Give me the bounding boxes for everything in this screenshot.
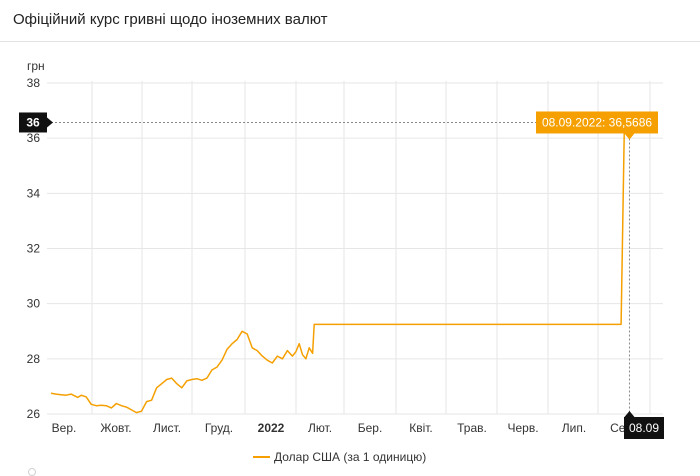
crosshair-y-badge — [19, 112, 47, 133]
y-axis-label: грн — [27, 59, 45, 73]
y-tick-label: 32 — [27, 242, 41, 256]
y-tick-label: 38 — [27, 76, 41, 90]
footer-marker — [28, 468, 36, 476]
y-tick-label: 36 — [27, 131, 41, 145]
x-tick-label: 2022 — [258, 421, 285, 435]
page-title: Офіційний курс гривні щодо іноземних вал… — [13, 11, 328, 28]
x-tick-label: Жовт. — [100, 421, 131, 435]
y-tick-label: 34 — [27, 186, 41, 200]
crosshair-x-label: 08.09 — [629, 421, 659, 435]
chart-crosshair: 36 08.09 08.09.2022: 36,5686 — [19, 111, 664, 439]
crosshair-y-badge-arrow — [47, 117, 53, 128]
x-tick-label: Груд. — [205, 421, 233, 435]
exchange-rate-chart[interactable]: 26 28 30 32 34 36 38 Вер. Жовт. Лист. Груд. 2022 Лют… — [0, 43, 700, 476]
y-tick-label: 26 — [27, 407, 41, 421]
x-tick-label: Трав. — [457, 421, 487, 435]
y-tick-label: 28 — [27, 352, 41, 366]
chart-legend[interactable]: Долар США (за 1 одиницю) — [253, 450, 426, 464]
chart-grid — [47, 81, 663, 415]
y-tick-label: 30 — [27, 297, 41, 311]
x-tick-label: Вер. — [52, 421, 77, 435]
page-header: Офіційний курс гривні щодо іноземних вал… — [0, 0, 700, 42]
crosshair-x-badge — [624, 417, 664, 439]
x-tick-label: Лют. — [308, 421, 332, 435]
value-tooltip-arrow — [624, 133, 635, 140]
value-tooltip-text: 08.09.2022: 36,5686 — [542, 115, 652, 129]
x-tick-label: Лист. — [153, 421, 181, 435]
x-tick-label: Квіт. — [409, 421, 433, 435]
chart-series[interactable] — [50, 121, 630, 414]
x-tick-label: Черв. — [507, 421, 538, 435]
crosshair-y-label: 36 — [26, 115, 40, 129]
series-line-usd[interactable] — [50, 121, 630, 414]
crosshair-x-badge-arrow — [624, 411, 635, 417]
x-tick-label: Бер. — [358, 421, 383, 435]
legend-item-label[interactable]: Долар США (за 1 одиницю) — [274, 450, 426, 464]
value-tooltip — [536, 111, 658, 134]
x-tick-label: Лип. — [562, 421, 586, 435]
